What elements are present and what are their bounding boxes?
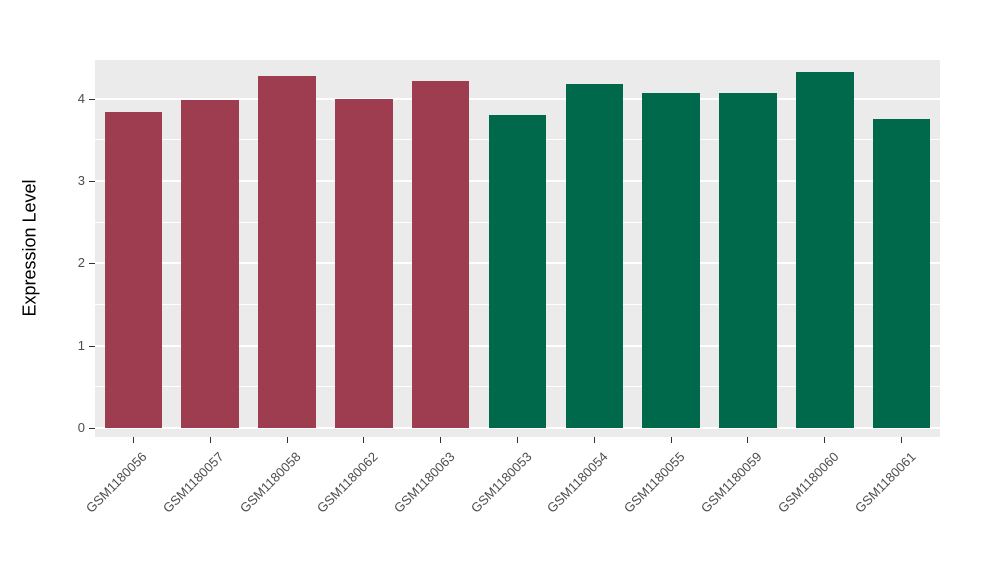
- y-tick-label: 4: [77, 90, 85, 106]
- x-tick-label: GSM1180058: [236, 449, 304, 516]
- y-tick-label: 0: [77, 420, 85, 435]
- x-tick-mark: [517, 437, 518, 443]
- bar: [719, 92, 777, 428]
- y-tick-mark: [89, 263, 95, 265]
- bar: [104, 111, 163, 428]
- x-tick-label: GSM1180061: [851, 449, 919, 516]
- major-gridline: [95, 97, 940, 100]
- y-tick-label: 1: [77, 337, 85, 353]
- x-tick-mark: [440, 437, 442, 443]
- x-tick-label: GSM1180059: [697, 449, 765, 516]
- y-tick-mark: [89, 428, 95, 429]
- y-tick-mark: [89, 98, 95, 100]
- bar: [335, 98, 393, 428]
- x-tick-mark: [132, 437, 134, 443]
- y-axis-title: Expression Level: [19, 179, 40, 317]
- bar: [565, 83, 624, 428]
- x-tick-mark: [363, 437, 365, 443]
- x-tick-label: GSM1180054: [544, 449, 611, 516]
- x-tick-mark: [824, 437, 826, 443]
- y-tick-mark: [89, 181, 95, 183]
- major-gridline: [95, 427, 940, 429]
- bar: [642, 92, 700, 428]
- x-tick-mark: [747, 437, 749, 443]
- y-tick-label: 3: [77, 173, 85, 189]
- bar: [258, 76, 316, 428]
- plot-panel: [95, 60, 940, 437]
- x-tick-mark: [901, 437, 903, 443]
- bar: [872, 119, 931, 428]
- x-tick-mark: [286, 437, 288, 443]
- bar: [488, 115, 547, 428]
- x-tick-label: GSM1180060: [774, 449, 842, 516]
- x-tick-mark: [209, 437, 211, 443]
- x-tick-label: GSM1180055: [621, 449, 688, 516]
- x-tick-mark: [593, 437, 595, 443]
- x-tick-label: GSM1180056: [83, 449, 151, 516]
- y-tick-label: 2: [77, 255, 85, 271]
- y-tick-mark: [89, 345, 95, 347]
- bar: [795, 71, 854, 428]
- x-tick-label: GSM1180057: [160, 449, 227, 516]
- x-tick-mark: [670, 437, 672, 443]
- x-tick-label: GSM1180063: [390, 449, 458, 516]
- bar: [181, 99, 240, 428]
- x-tick-label: GSM1180062: [313, 449, 381, 516]
- bar: [411, 81, 470, 428]
- x-tick-label: GSM1180053: [467, 449, 535, 516]
